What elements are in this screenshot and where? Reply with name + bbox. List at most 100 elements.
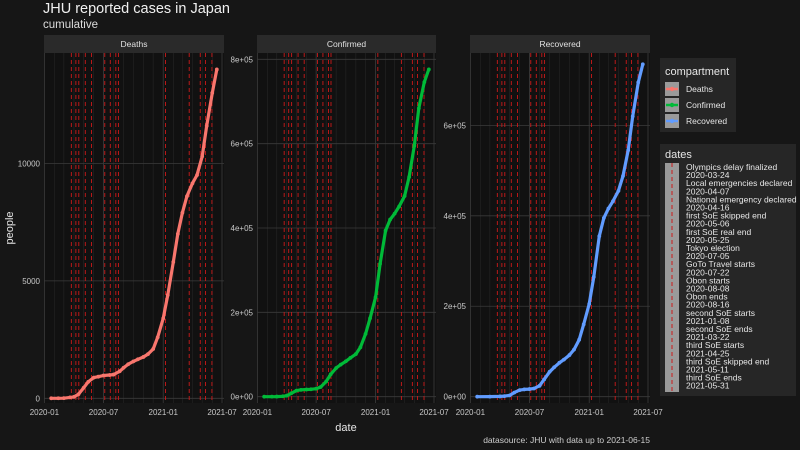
data-point <box>101 373 106 378</box>
data-point <box>561 357 566 362</box>
data-point <box>373 295 378 300</box>
data-point <box>383 228 388 233</box>
x-tick-label: 2021-01 <box>149 408 179 417</box>
data-point <box>280 394 285 399</box>
data-point <box>146 352 150 357</box>
data-point <box>606 206 611 211</box>
data-point <box>343 359 348 364</box>
data-point <box>597 234 602 239</box>
y-tick-label: 5000 <box>22 277 40 286</box>
data-point <box>61 396 66 401</box>
data-point <box>348 355 353 360</box>
legend-entry-label: 2021-01-08 <box>686 316 730 326</box>
data-point <box>353 352 358 356</box>
facet-strip <box>44 35 224 53</box>
x-tick-label: 2021-07 <box>207 408 237 417</box>
data-point <box>214 67 219 72</box>
data-point <box>328 372 333 377</box>
facet-strip-label: Deaths <box>121 39 148 49</box>
legend-entry-label: Obon ends <box>686 292 728 302</box>
legend-entry-label: National emergency declared <box>686 194 797 204</box>
x-axis-title: date <box>335 422 356 434</box>
data-point <box>397 204 402 209</box>
data-point <box>111 372 116 377</box>
data-point <box>532 386 536 391</box>
facet-strip <box>257 35 436 53</box>
data-point <box>190 181 195 186</box>
data-point <box>392 211 397 216</box>
data-point <box>412 143 417 148</box>
data-point <box>185 194 189 199</box>
x-tick-label: 2021-01 <box>361 408 391 417</box>
y-tick-label: 4e+05 <box>444 212 467 221</box>
data-point <box>165 293 170 297</box>
data-point <box>587 302 592 306</box>
x-tick-label: 2021-07 <box>419 408 449 417</box>
data-point <box>502 394 507 399</box>
y-tick-label: 8e+05 <box>231 55 254 64</box>
data-point <box>262 394 267 399</box>
y-tick-label: 2e+05 <box>444 302 467 311</box>
data-point <box>557 360 562 365</box>
legend-entry-label: second SoE ends <box>686 324 753 334</box>
data-point <box>107 373 112 377</box>
data-point <box>611 199 615 204</box>
data-point <box>626 148 631 153</box>
x-tick-label: 2021-01 <box>575 408 605 417</box>
facet-strip-label: Confirmed <box>327 39 366 49</box>
data-point <box>161 316 166 321</box>
y-tick-label: 2e+05 <box>231 308 254 317</box>
data-point <box>126 362 131 367</box>
y-tick-label: 0e+00 <box>231 393 254 402</box>
data-point <box>210 91 215 95</box>
legend-entry-label: 2020-04-07 <box>686 186 730 196</box>
series-line-confirmed <box>262 67 431 399</box>
facet-strip <box>470 35 650 53</box>
data-point <box>338 362 343 367</box>
y-tick-label: 4e+05 <box>231 224 254 233</box>
y-tick-label: 0 <box>36 394 41 403</box>
data-point <box>121 365 126 370</box>
data-point <box>527 387 532 391</box>
data-point <box>537 383 542 388</box>
chart-caption: datasource: JHU with data up to 2021-06-… <box>483 435 650 445</box>
data-point <box>270 394 274 399</box>
data-point <box>294 388 299 393</box>
data-point <box>630 114 635 119</box>
data-point <box>135 357 140 362</box>
x-tick-label: 2021-07 <box>633 408 663 417</box>
legend-entry-label: 2020-05-25 <box>686 235 730 245</box>
legend-entry-label: 2021-03-22 <box>686 332 730 342</box>
legend-entry-label: 2020-07-05 <box>686 251 730 261</box>
data-point <box>601 216 606 220</box>
legend-entry-label: Recovered <box>686 116 727 126</box>
data-point <box>542 377 546 382</box>
data-point <box>522 387 527 392</box>
data-point <box>76 392 81 397</box>
dates-legend-box <box>660 144 796 396</box>
data-point <box>171 260 176 264</box>
data-point <box>577 337 582 342</box>
legend-entry-label: 2020-07-22 <box>686 267 730 277</box>
data-point <box>512 390 517 395</box>
data-point <box>498 394 502 399</box>
data-point <box>616 189 621 193</box>
y-tick-label: 6e+05 <box>231 140 254 149</box>
data-point <box>402 194 407 198</box>
data-point <box>547 369 552 374</box>
data-point <box>507 393 512 398</box>
data-point <box>304 387 309 392</box>
legend-entry-label: 2021-05-11 <box>686 365 729 375</box>
data-point <box>86 379 91 384</box>
data-point <box>581 322 586 327</box>
data-point <box>131 359 136 364</box>
data-point <box>180 210 185 215</box>
data-point <box>426 67 431 72</box>
y-tick-label: 10000 <box>18 159 41 168</box>
legend-entry-label: GoTo Travel starts <box>686 259 755 269</box>
data-point <box>309 387 313 392</box>
x-tick-label: 2020-01 <box>243 408 273 417</box>
x-tick-label: 2020-07 <box>301 408 331 417</box>
legend-entry-label: Local emergencies declared <box>686 178 793 188</box>
data-point <box>91 375 96 380</box>
